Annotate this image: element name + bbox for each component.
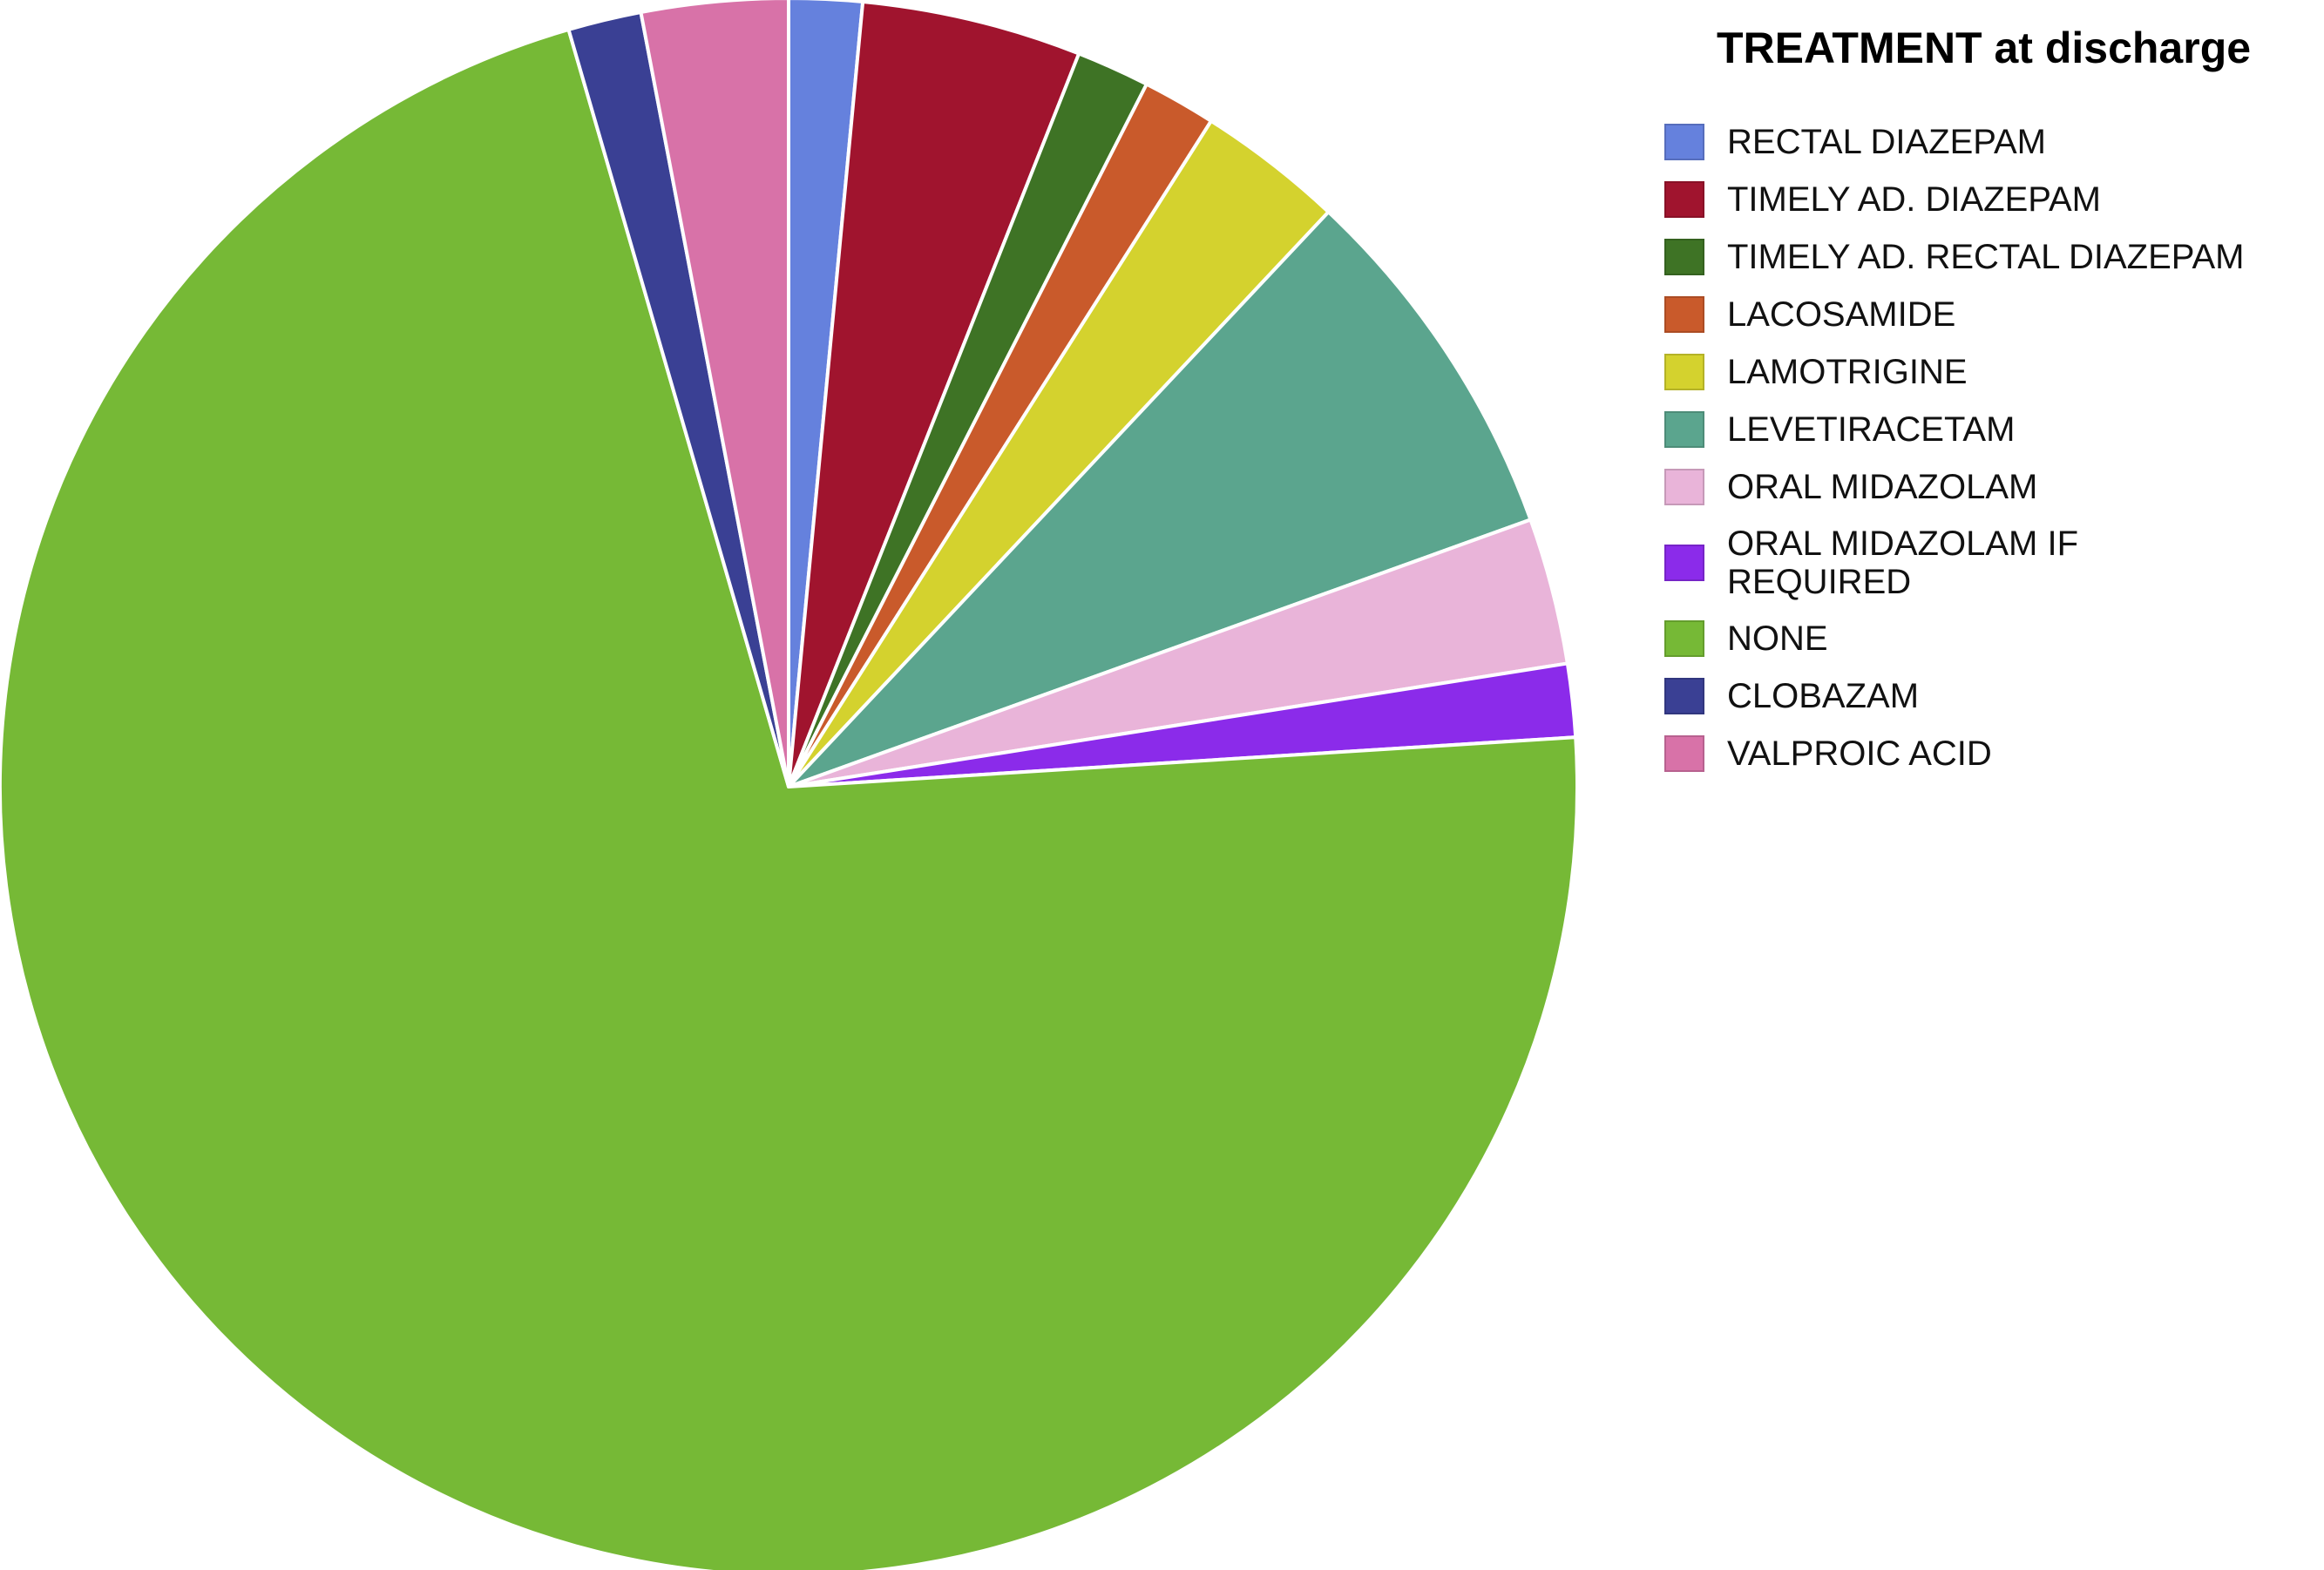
legend-swatch: [1664, 735, 1704, 772]
legend-label: TIMELY AD. DIAZEPAM: [1727, 180, 2101, 219]
legend-label: ORAL MIDAZOLAM: [1727, 468, 2038, 506]
legend-swatch: [1664, 469, 1704, 505]
legend-label: LACOSAMIDE: [1727, 295, 1956, 334]
legend-item-valproic-acid: VALPROIC ACID: [1664, 725, 2324, 782]
legend-item-lamotrigine: LAMOTRIGINE: [1664, 343, 2324, 401]
legend-swatch: [1664, 296, 1704, 333]
legend-swatch: [1664, 181, 1704, 218]
legend-swatch: [1664, 678, 1704, 714]
legend-title: TREATMENT at discharge: [1717, 24, 2252, 72]
legend-item-lacosamide: LACOSAMIDE: [1664, 286, 2324, 343]
legend-label: LEVETIRACETAM: [1727, 410, 2016, 449]
legend-item-oral-midazolam-if-required: ORAL MIDAZOLAM IF REQUIRED: [1664, 516, 2324, 610]
legend-swatch: [1664, 545, 1704, 581]
legend-item-oral-midazolam: ORAL MIDAZOLAM: [1664, 458, 2324, 516]
pie-slice-levetiracetam: [787, 210, 1533, 788]
legend: RECTAL DIAZEPAM TIMELY AD. DIAZEPAM TIMELY…: [1664, 113, 2324, 782]
pie-slice-none: [0, 27, 1579, 1570]
legend-item-timely-ad-rectal-diazepam: TIMELY AD. RECTAL DIAZEPAM: [1664, 228, 2324, 286]
legend-swatch: [1664, 411, 1704, 448]
legend-swatch: [1664, 239, 1704, 275]
legend-swatch: [1664, 354, 1704, 390]
legend-label: LAMOTRIGINE: [1727, 353, 1968, 391]
pie-slice-valproic-acid: [639, 0, 790, 788]
legend-item-timely-ad-diazepam: TIMELY AD. DIAZEPAM: [1664, 171, 2324, 228]
legend-swatch: [1664, 124, 1704, 160]
legend-item-levetiracetam: LEVETIRACETAM: [1664, 401, 2324, 458]
pie-slice-timely-ad-diazepam: [787, 0, 1081, 788]
legend-label: CLOBAZAM: [1727, 677, 1920, 715]
legend-item-rectal-diazepam: RECTAL DIAZEPAM: [1664, 113, 2324, 171]
legend-item-clobazam: CLOBAZAM: [1664, 667, 2324, 725]
legend-label: TIMELY AD. RECTAL DIAZEPAM: [1727, 238, 2245, 276]
legend-item-none: NONE: [1664, 610, 2324, 667]
legend-label: NONE: [1727, 619, 1828, 658]
legend-label: ORAL MIDAZOLAM IF REQUIRED: [1727, 524, 2079, 601]
legend-label: VALPROIC ACID: [1727, 734, 1992, 773]
legend-label: RECTAL DIAZEPAM: [1727, 123, 2046, 161]
legend-swatch: [1664, 620, 1704, 657]
